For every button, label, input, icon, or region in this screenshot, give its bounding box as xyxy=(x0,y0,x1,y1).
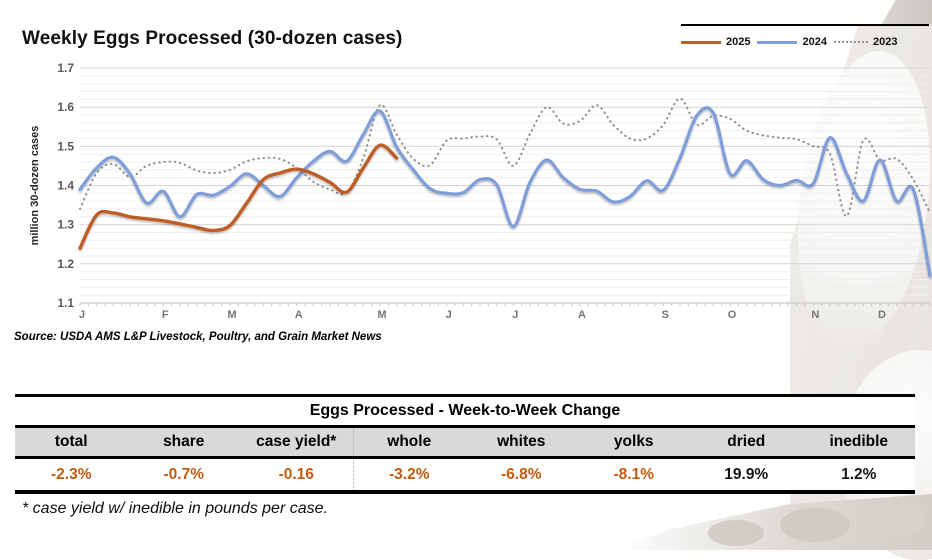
pebble-shape xyxy=(780,508,850,542)
series-line-2024 xyxy=(78,106,932,278)
series-line-2025 xyxy=(78,143,399,250)
value-whites: -6.8% xyxy=(501,466,542,483)
x-axis-month-label: J xyxy=(512,309,518,321)
table-footnote: * case yield w/ inedible in pounds per c… xyxy=(22,500,328,517)
value-dried: 19.9% xyxy=(724,466,769,483)
y-axis-tick-label: 1.7 xyxy=(57,61,74,75)
column-header-whole: whole xyxy=(352,428,466,456)
y-axis-tick-label: 1.4 xyxy=(57,179,74,193)
source-note: Source: USDA AMS L&P Livestock, Poultry,… xyxy=(14,331,382,343)
x-axis-month-label: D xyxy=(878,309,886,321)
legend-line-2023-icon xyxy=(833,41,868,43)
legend-top-border xyxy=(681,24,929,26)
y-axis-title: million 30-dozen cases xyxy=(29,126,41,246)
legend-item-2025: 2025 xyxy=(681,36,750,48)
legend-line-2025-icon xyxy=(681,40,721,44)
y-axis-tick-label: 1.3 xyxy=(57,218,74,232)
table-values-row: -2.3% -0.7% -0.16 -3.2% -6.8% -8.1% 19.9% 1.2% xyxy=(15,459,915,494)
x-axis-month-label: M xyxy=(377,309,386,321)
value-inedible: 1.2% xyxy=(841,466,877,483)
chart-title: Weekly Eggs Processed (30-dozen cases) xyxy=(22,28,403,49)
y-axis-tick-label: 1.6 xyxy=(57,100,74,114)
week-to-week-change-table: Eggs Processed - Week-to-Week Change tot… xyxy=(15,394,915,494)
column-header-inedible: inedible xyxy=(829,433,889,450)
column-header-total: total xyxy=(54,433,88,450)
value-whole: -3.2% xyxy=(352,459,466,490)
x-axis-month-label: J xyxy=(446,309,452,321)
legend-item-2024: 2024 xyxy=(757,36,827,48)
pebble-shape xyxy=(862,498,926,538)
legend-label-2023: 2023 xyxy=(872,36,898,48)
column-header-caseyield: case yield* xyxy=(256,433,337,450)
x-axis-month-label: F xyxy=(162,309,169,321)
legend-line-2024-icon xyxy=(757,40,798,44)
table-title: Eggs Processed - Week-to-Week Change xyxy=(15,397,915,428)
chart-legend: 2025 2024 2023 xyxy=(681,36,931,48)
value-share: -0.7% xyxy=(163,466,205,483)
value-yolks: -8.1% xyxy=(613,466,655,483)
column-header-yolks: yolks xyxy=(613,433,654,450)
column-header-dried: dried xyxy=(727,433,766,450)
x-axis-month-label: S xyxy=(662,309,669,321)
value-caseyield: -0.16 xyxy=(278,466,314,483)
value-total: -2.3% xyxy=(51,466,92,483)
table-header-row: total share case yield* whole whites yolks dri… xyxy=(15,428,915,459)
x-axis-month-label: A xyxy=(578,309,586,321)
y-axis-tick-label: 1.2 xyxy=(57,257,74,271)
x-axis-month-label: N xyxy=(811,309,819,321)
legend-label-2024: 2024 xyxy=(802,36,827,48)
x-axis-month-label: O xyxy=(728,309,737,321)
legend-item-2023: 2023 xyxy=(833,36,898,48)
x-axis-month-label: M xyxy=(227,309,236,321)
column-header-share: share xyxy=(163,433,205,450)
x-axis-month-label: J xyxy=(79,309,85,321)
legend-label-2025: 2025 xyxy=(726,36,751,48)
x-axis-month-label: A xyxy=(295,309,303,321)
y-axis-tick-label: 1.5 xyxy=(57,139,74,153)
pebble-shape xyxy=(708,520,764,546)
y-axis-tick-label: 1.1 xyxy=(57,296,74,310)
series-line-2023 xyxy=(79,97,931,218)
weekly-eggs-line-chart: 1.7 1.6 1.5 1.4 1.3 1.2 1.1 million 30-dozen ca… xyxy=(29,61,932,321)
column-header-whites: whites xyxy=(497,433,546,450)
